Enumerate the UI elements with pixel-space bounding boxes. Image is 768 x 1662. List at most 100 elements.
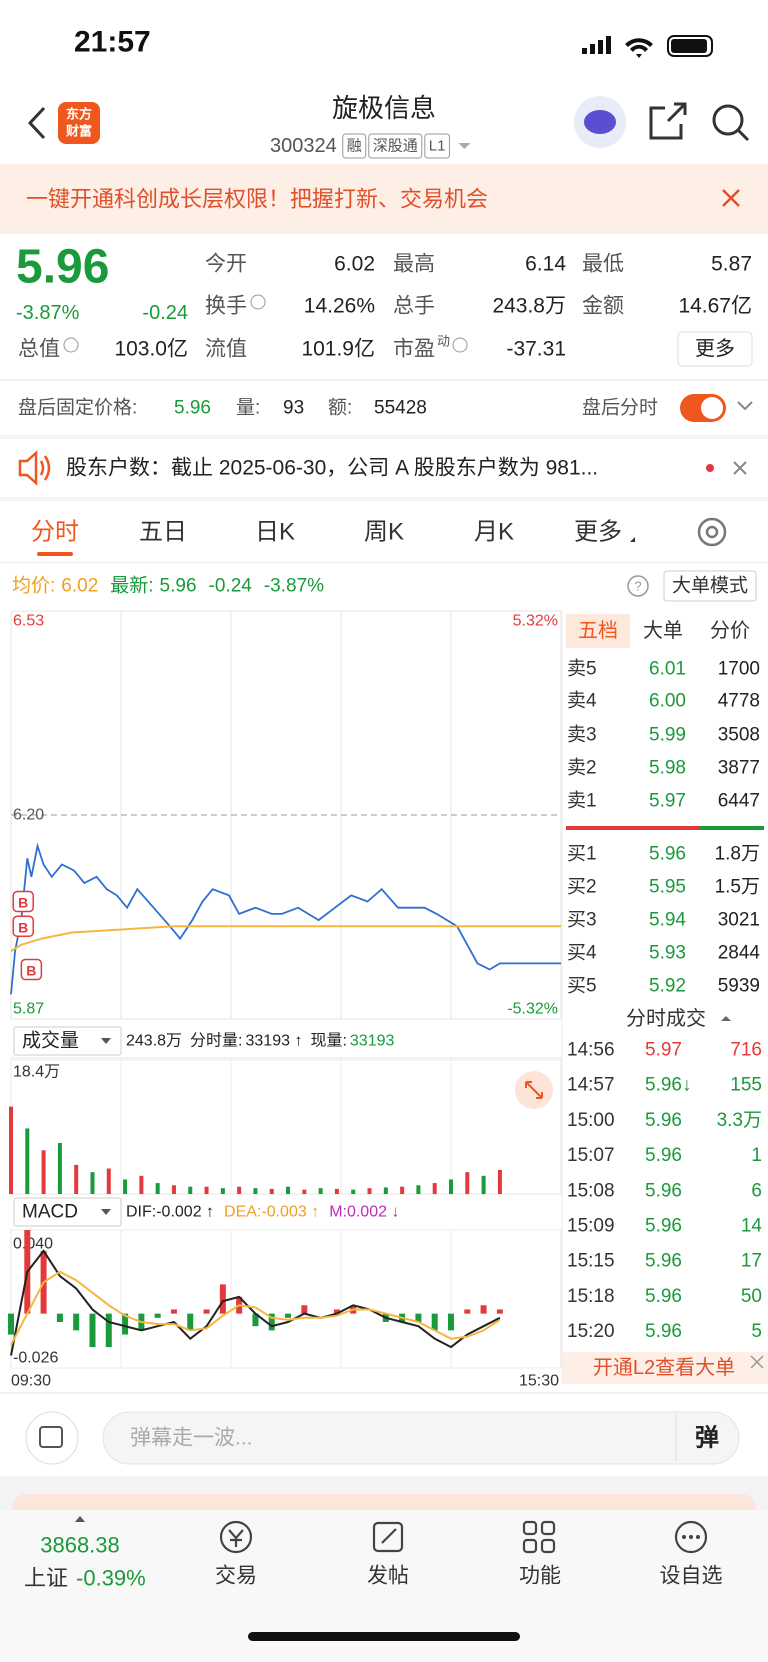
volume-bar [237, 1186, 242, 1194]
comment-placeholder[interactable]: 弹幕走一波... [130, 1427, 253, 1450]
more-button[interactable] [677, 331, 753, 367]
expand-icon[interactable] [737, 401, 753, 411]
orderbook-tab[interactable]: 分价 [710, 619, 750, 642]
volume-split: 33193 ↑ [246, 1033, 303, 1050]
field-value: 6.02 [334, 253, 375, 276]
trade-marker[interactable] [12, 890, 34, 913]
mode-button[interactable] [663, 570, 757, 602]
info-icon[interactable] [452, 337, 468, 353]
stock-tag: L1 [429, 138, 446, 155]
volume-now: 33193 [350, 1033, 395, 1050]
close-banner[interactable] [722, 189, 740, 207]
field-label: 市盈 [393, 338, 435, 361]
volume-bar [9, 1106, 13, 1194]
volume-bar [286, 1186, 291, 1194]
trade-volume: 50 [741, 1286, 762, 1307]
trade-price: 5.96 [645, 1180, 682, 1201]
logo-text: 财富 [66, 124, 92, 139]
dropdown-arrow [101, 1038, 111, 1044]
orderbook-tab-active[interactable] [566, 614, 630, 648]
after-hours-price: 5.96 [174, 398, 211, 419]
l2-banner[interactable] [562, 1352, 768, 1384]
nav-item[interactable]: 设自选 [660, 1565, 723, 1588]
level-price: 5.96 [649, 844, 686, 865]
trade-price: 5.96 [645, 1321, 682, 1342]
field-label: 最高 [393, 253, 435, 276]
stock-tag: 融 [347, 138, 362, 155]
macd-bar [170, 1309, 177, 1314]
info-icon[interactable] [250, 294, 266, 310]
tab[interactable]: 分时 [31, 519, 79, 546]
volume-bar [269, 1188, 274, 1194]
level-volume: 4778 [718, 691, 760, 712]
tab[interactable]: 更多 [574, 519, 622, 546]
trade-volume: 14 [741, 1216, 763, 1237]
comment-settings[interactable] [25, 1411, 79, 1465]
close-l2[interactable] [750, 1355, 764, 1369]
trade-time: 14:56 [567, 1040, 615, 1061]
comment-input[interactable] [102, 1411, 740, 1465]
index-value[interactable]: 3868.38 [40, 1533, 120, 1558]
macd-selector-label[interactable]: MACD [22, 1202, 78, 1223]
banner-text[interactable]: 一键开通科创成长层权限！把握打新、交易机会 [26, 187, 488, 212]
y-tick-label: 0.040 [13, 1236, 53, 1253]
info-icon[interactable] [63, 337, 79, 353]
trade-marker[interactable] [20, 958, 43, 981]
mode-label[interactable]: 大单模式 [672, 575, 748, 597]
close-notice[interactable] [733, 461, 747, 475]
trade-price: 5.97 [645, 1040, 682, 1061]
orderbook-tab[interactable]: 五档 [578, 619, 618, 642]
orderbook-tab[interactable]: 大单 [643, 619, 683, 642]
volume-bar [497, 1169, 502, 1194]
danmaku-button[interactable]: 弹 [695, 1425, 719, 1452]
volume-bar [57, 1143, 62, 1194]
index-change: -0.39% [76, 1566, 146, 1591]
tab[interactable]: 日K [255, 519, 295, 546]
collapse-icon[interactable] [721, 1016, 731, 1021]
field-value: -37.31 [506, 338, 566, 361]
trade-marker-label: B [26, 963, 36, 979]
tag-dropdown[interactable] [458, 143, 471, 149]
macd-selector[interactable] [13, 1197, 122, 1227]
help-icon[interactable] [627, 575, 649, 597]
volume-selector[interactable] [13, 1026, 122, 1056]
trade-time: 15:08 [567, 1180, 615, 1201]
field-value: 243.8万 [492, 295, 566, 318]
nav-item[interactable]: 功能 [519, 1565, 561, 1588]
info-last-label: 最新: [110, 575, 153, 597]
share-button[interactable] [649, 102, 687, 140]
field-value: 5.87 [711, 253, 752, 276]
back-button[interactable] [27, 106, 46, 140]
tab[interactable]: 五日 [139, 519, 187, 546]
level-volume: 1700 [718, 659, 760, 680]
volume-bar [302, 1189, 307, 1194]
banner[interactable] [0, 164, 768, 234]
macd-bar [431, 1313, 438, 1331]
more-label[interactable]: 更多 [695, 337, 735, 360]
volume-bar [481, 1175, 486, 1194]
level-volume: 6447 [718, 791, 760, 812]
search-button[interactable] [712, 104, 750, 142]
tab[interactable]: 月K [474, 519, 514, 546]
tab[interactable]: 周K [364, 519, 404, 546]
settings-icon[interactable] [697, 517, 727, 547]
after-hours-label: 盘后固定价格: [18, 397, 137, 419]
info-change: -0.24 [209, 576, 253, 597]
separator [0, 562, 768, 563]
nav-item[interactable]: 发帖 [367, 1565, 409, 1588]
nav-item[interactable]: 交易 [215, 1565, 257, 1588]
field-label: 流值 [205, 338, 247, 361]
level-volume: 5939 [718, 976, 760, 997]
macd-m: M:0.002 ↓ [329, 1204, 399, 1221]
speaker-icon [18, 450, 51, 486]
trade-marker[interactable] [12, 915, 34, 938]
volume-total: 243.8万 [126, 1033, 182, 1050]
trade-volume: 5 [751, 1321, 762, 1342]
volume-selector-label[interactable]: 成交量 [22, 1030, 79, 1052]
level-label: 买2 [567, 877, 597, 898]
l2-label[interactable]: 开通L2查看大单 [593, 1356, 735, 1379]
logo[interactable] [58, 102, 100, 144]
notice-text[interactable]: 股东户数：截止 2025-06-30，公司 A 股股东户数为 981... [66, 457, 598, 480]
trade-marker-label: B [18, 919, 28, 935]
